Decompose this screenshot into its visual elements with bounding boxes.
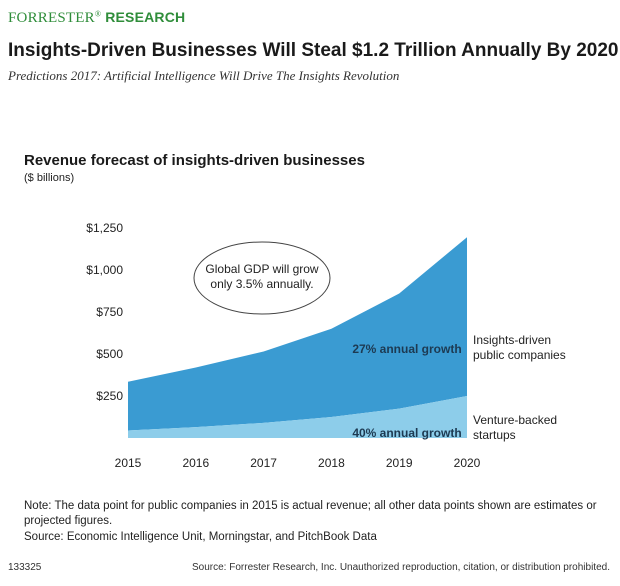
chart-unit-label: ($ billions) [24, 172, 75, 184]
brand-registered-mark: ® [94, 9, 102, 19]
y-tick-label: $1,000 [86, 263, 123, 277]
y-tick-label: $250 [96, 389, 123, 403]
x-tick-label: 2020 [454, 456, 481, 470]
startups-series-label: startups [473, 428, 516, 442]
gdp-annotation-text: only 3.5% annually. [210, 277, 313, 291]
gdp-annotation-text: Global GDP will grow [205, 262, 318, 276]
footer-copyright: Source: Forrester Research, Inc. Unautho… [192, 562, 610, 573]
x-tick-label: 2018 [318, 456, 345, 470]
chart-title: Revenue forecast of insights-driven busi… [24, 152, 365, 169]
public-series-label: public companies [473, 348, 566, 362]
brand-logo: FORRESTER® RESEARCH [8, 9, 185, 27]
chart-note: Note: The data point for public companie… [24, 500, 597, 527]
public-growth-label: 27% annual growth [352, 342, 461, 356]
startups-growth-label: 40% annual growth [352, 426, 461, 440]
brand-name: FORRESTER [8, 10, 95, 26]
public-series-label: Insights-driven [473, 333, 551, 347]
x-tick-label: 2017 [250, 456, 277, 470]
chart-source: Source: Economic Intelligence Unit, Morn… [24, 531, 377, 543]
x-tick-label: 2016 [182, 456, 209, 470]
startups-area [128, 396, 467, 438]
document-id: 133325 [8, 562, 42, 573]
page-title: Insights-Driven Businesses Will Steal $1… [8, 40, 619, 61]
y-tick-label: $500 [96, 347, 123, 361]
brand-research: RESEARCH [105, 9, 186, 25]
page-subtitle: Predictions 2017: Artificial Intelligenc… [8, 68, 400, 83]
y-tick-label: $1,250 [86, 221, 123, 235]
startups-series-label: Venture-backed [473, 413, 557, 427]
gdp-annotation-bubble [193, 241, 331, 315]
x-tick-label: 2015 [115, 456, 142, 470]
y-tick-label: $750 [96, 305, 123, 319]
x-tick-label: 2019 [386, 456, 413, 470]
public-companies-area [128, 237, 467, 431]
